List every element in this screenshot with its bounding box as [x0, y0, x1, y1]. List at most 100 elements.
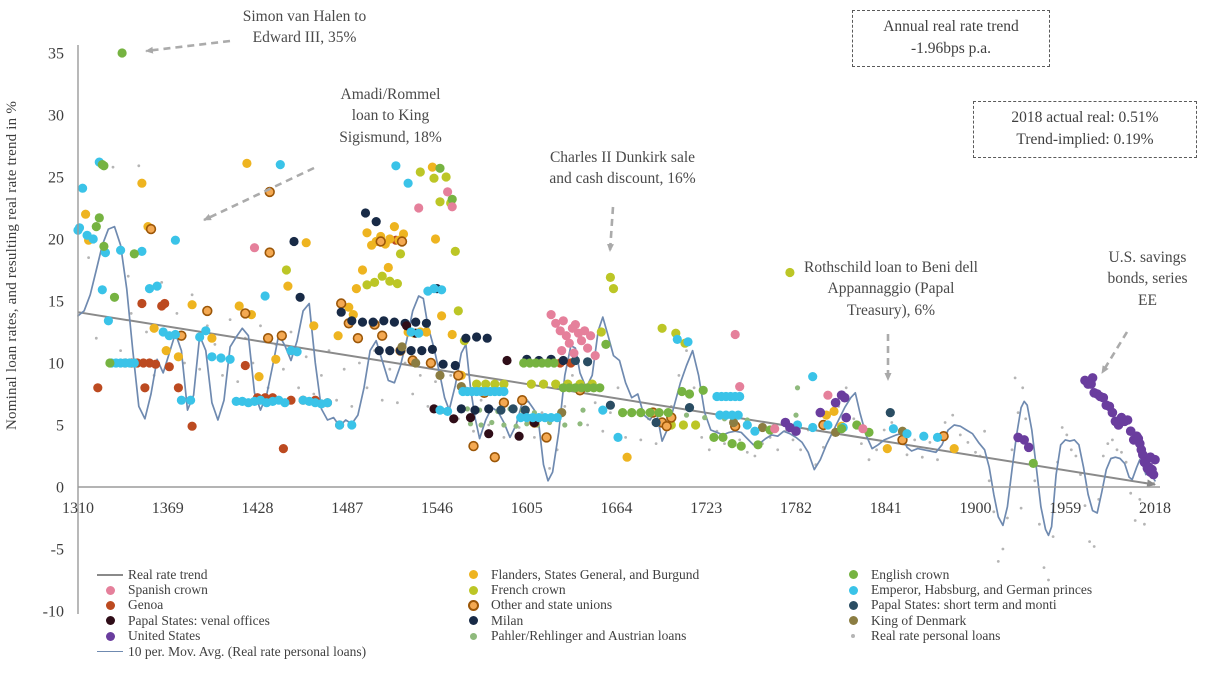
y-tick-label: 15	[48, 294, 64, 311]
legend-marker-dot-small	[458, 632, 488, 640]
annotation-line: Simon van Halen to	[242, 8, 367, 25]
y-tick-label: -5	[51, 542, 64, 559]
legend-label: United States	[128, 628, 201, 644]
legend-label: Papal States: venal offices	[128, 612, 270, 628]
series-french-crown	[281, 167, 795, 430]
info-box-2018-line2: Trend-implied: 0.19%	[1016, 131, 1154, 149]
y-tick-label: 5	[56, 418, 64, 435]
legend-marker-dot-tiny	[838, 634, 868, 639]
legend-label: Pahler/Rehlinger and Austrian loans	[491, 628, 687, 644]
legend-label: King of Denmark	[871, 612, 967, 628]
series-king-of-denmark	[397, 342, 908, 437]
legend-label: Genoa	[128, 597, 164, 613]
series-emperor-habsburg-and-german-princes	[73, 157, 943, 442]
x-tick-label: 1487	[331, 500, 363, 517]
legend-marker-dot	[838, 570, 868, 580]
legend-column-1: Real rate trend Spanish crown Genoa Papal S…	[95, 567, 366, 659]
y-tick-label: 0	[56, 480, 64, 497]
annotation-line: Edward III, 35%	[252, 29, 357, 47]
annotation-line: and cash discount, 16%	[549, 170, 696, 188]
legend-marker-dot	[95, 616, 125, 626]
legend-marker-dot	[458, 585, 488, 595]
legend-marker-dot	[838, 600, 868, 610]
legend-label: 10 per. Mov. Avg. (Real rate personal lo…	[128, 643, 367, 659]
annotation-arrow	[203, 166, 315, 222]
series-spanish-crown	[249, 187, 868, 434]
legend-item-papal-states-venal-offices: Papal States: venal offices	[95, 613, 366, 628]
legend-item-king-of-denmark: King of Denmark	[838, 613, 1092, 628]
annotation-line: Treasury), 6%	[846, 301, 936, 319]
legend-label: Spanish crown	[128, 582, 208, 598]
legend-label: Real rate personal loans	[871, 628, 1001, 644]
legend-item-other-and-state-unions: Other and state unions	[458, 597, 699, 613]
legend-marker-ring	[458, 599, 488, 611]
annotation-line: bonds, series	[1107, 270, 1188, 288]
series-united-states	[780, 373, 1160, 480]
legend-marker-line	[95, 573, 125, 576]
chart-annotation-amadi-rommel: Amadi/Rommel loan to King Sigismund, 18%	[318, 84, 463, 148]
legend-item-emperor-habsburg-and-german-princes: Emperor, Habsburg, and German princes	[838, 582, 1092, 597]
legend-marker-dot	[458, 616, 488, 626]
x-tick-label: 2018	[1139, 500, 1171, 517]
chart-annotation-simon-van-halen-to: Simon van Halen to Edward III, 35%	[212, 6, 397, 49]
info-box-trend-line1: Annual real rate trend	[883, 18, 1019, 35]
legend-item-genoa: Genoa	[95, 597, 366, 613]
x-tick-label: 1605	[511, 500, 543, 517]
legend-column-2: Flanders, States General, and Burgund Fre…	[458, 567, 699, 644]
y-tick-label: 30	[48, 108, 64, 125]
x-tick-label: 1959	[1049, 500, 1081, 517]
x-tick-label: 1900	[960, 500, 992, 517]
info-box-trend-line2: -1.96bps p.a.	[910, 40, 992, 58]
x-tick-label: 1664	[601, 500, 633, 517]
annotation-arrow	[606, 206, 615, 252]
legend-label: French crown	[491, 582, 566, 598]
chart-annotation-u-s-savings: U.S. savings bonds, series EE	[1090, 247, 1205, 311]
legend-item-spanish-crown: Spanish crown	[95, 582, 366, 597]
legend-item-real-rate-trend: Real rate trend	[95, 567, 366, 582]
legend-item-pahler-rehlinger-and-austrian-loans: Pahler/Rehlinger and Austrian loans	[458, 628, 699, 644]
legend-label: Emperor, Habsburg, and German princes	[871, 582, 1093, 598]
x-tick-label: 1428	[242, 500, 274, 517]
real-rate-trend-line	[77, 311, 1156, 488]
chart-annotation-charles-ii-dunkirk-sale: Charles II Dunkirk sale and cash discount…	[515, 147, 730, 190]
moving-average-line	[77, 225, 1156, 537]
y-tick-label: 10	[48, 356, 64, 373]
annotation-line: U.S. savings	[1108, 249, 1187, 266]
legend-marker-dot	[95, 585, 125, 595]
x-tick-label: 1310	[62, 500, 94, 517]
info-box-trend: Annual real rate trend -1.96bps p.a.	[852, 10, 1050, 67]
legend-label: Other and state unions	[491, 597, 613, 613]
legend-column-3: English crown Emperor, Habsburg, and Germ…	[838, 567, 1092, 644]
legend-item-united-states: United States	[95, 628, 366, 644]
x-tick-label: 1841	[870, 500, 902, 517]
x-tick-label: 1369	[152, 500, 184, 517]
legend-item-french-crown: French crown	[458, 582, 699, 597]
annotation-line: EE	[1138, 291, 1157, 309]
legend-marker-dot	[95, 631, 125, 641]
chart-annotation-rothschild-loan-to-beni-dell: Rothschild loan to Beni dell Appannaggio …	[775, 257, 1007, 321]
annotation-line: loan to King	[351, 107, 430, 125]
series-real-rate-personal-loans	[87, 164, 1155, 582]
legend-item-flanders-states-general-and-burgund: Flanders, States General, and Burgund	[458, 567, 699, 582]
annotation-line: Amadi/Rommel	[340, 86, 441, 103]
legend-label: Flanders, States General, and Burgund	[491, 566, 700, 582]
y-tick-label: 20	[48, 232, 64, 249]
legend-label: English crown	[871, 566, 950, 582]
y-tick-label: 25	[48, 170, 64, 187]
x-tick-label: 1723	[690, 500, 722, 517]
legend-marker-dot	[458, 570, 488, 580]
annotation-line: Charles II Dunkirk sale	[549, 149, 696, 166]
annotation-line: Appannaggio (Papal	[827, 280, 955, 298]
legend-label: Real rate trend	[128, 566, 208, 582]
y-tick-label: 35	[48, 46, 64, 63]
x-tick-label: 1782	[780, 500, 812, 517]
info-box-2018-line1: 2018 actual real: 0.51%	[1011, 109, 1159, 126]
series-papal-states-short-term-and-monti	[496, 355, 895, 428]
legend-item-real-rate-personal-loans: Real rate personal loans	[838, 628, 1092, 644]
legend-item-milan: Milan	[458, 613, 699, 628]
y-tick-label: -10	[43, 604, 64, 621]
legend-marker-dot	[838, 616, 868, 626]
annotation-line: Sigismund, 18%	[339, 128, 442, 146]
